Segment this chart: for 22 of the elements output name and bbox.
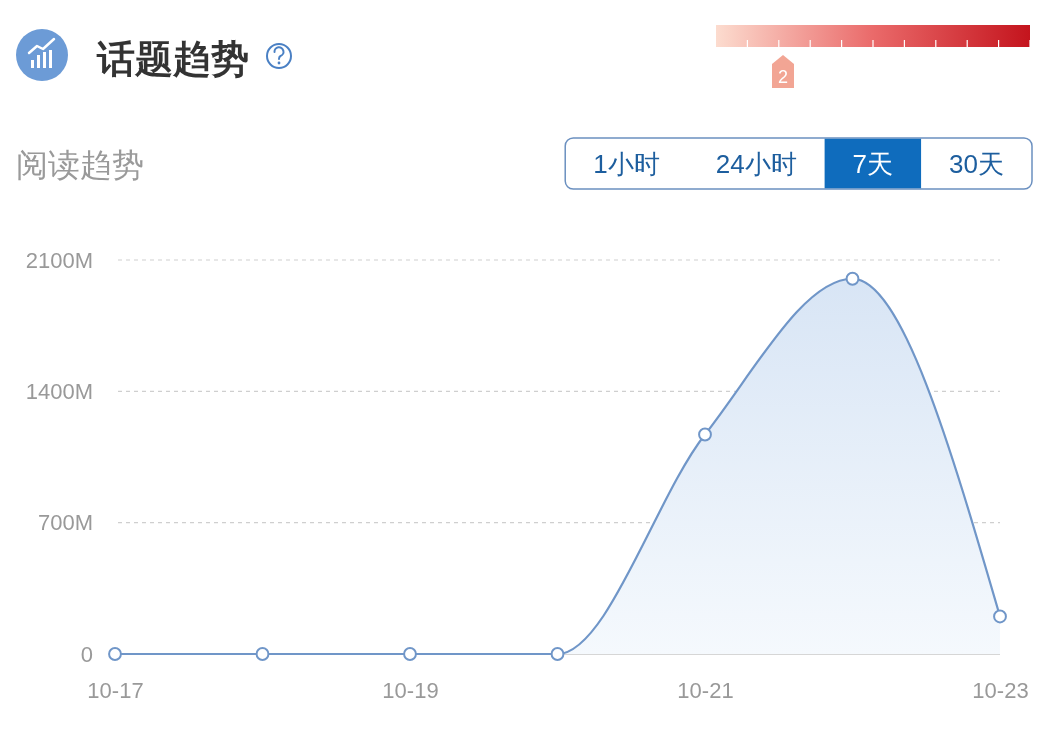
x-tick-label: 10-21 xyxy=(677,677,734,703)
point xyxy=(108,647,122,661)
text: 2 xyxy=(777,67,789,87)
point xyxy=(550,647,565,661)
x-tick-label: 10-19 xyxy=(382,677,439,703)
text: 24小时 xyxy=(715,149,797,179)
y-tick-label: 0 xyxy=(80,641,93,667)
chart-title: 话题趋势 xyxy=(96,38,249,80)
point xyxy=(255,647,270,661)
x-tick-label: 10-17 xyxy=(87,677,144,703)
y-tick-label: 1400M xyxy=(25,378,93,404)
point xyxy=(993,609,1007,624)
point xyxy=(845,271,860,286)
chart-subtitle: 阅读趋势 xyxy=(16,147,144,183)
text: 30天 xyxy=(949,149,1004,179)
y-tick-label: 2100M xyxy=(25,247,93,273)
y-tick-label: 700M xyxy=(37,510,93,536)
text: 7天 xyxy=(852,149,894,179)
point xyxy=(403,647,417,661)
point xyxy=(698,427,712,442)
x-tick-label: 10-23 xyxy=(972,677,1029,703)
text: 1小时 xyxy=(593,149,660,179)
